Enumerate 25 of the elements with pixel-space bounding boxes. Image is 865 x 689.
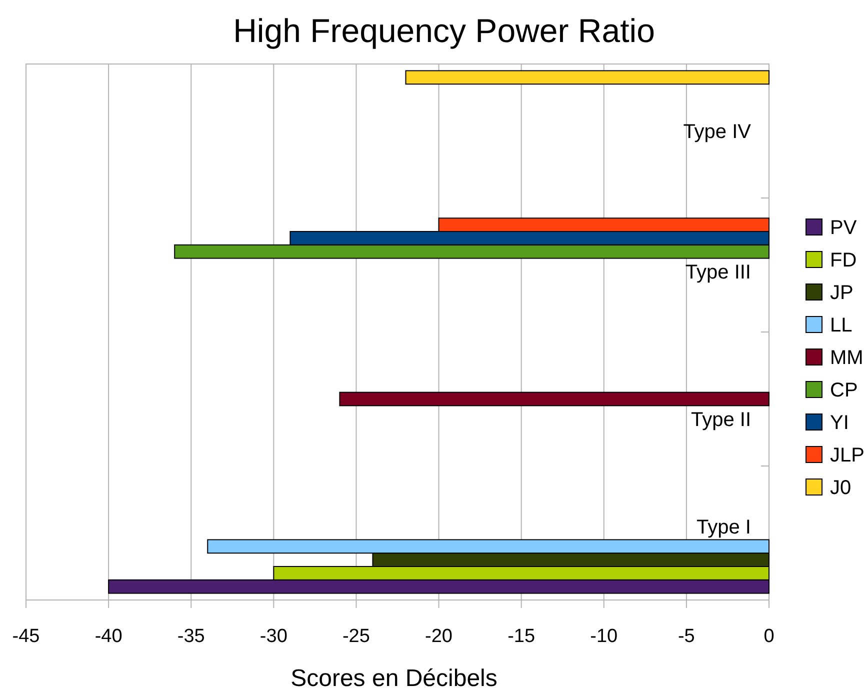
legend-label: CP	[830, 380, 858, 402]
x-tick-label: -35	[177, 626, 205, 647]
legend-label: FD	[830, 250, 857, 272]
x-tick-label: -15	[508, 626, 536, 647]
legend-label: MM	[830, 347, 864, 369]
legend-label: JLP	[830, 444, 864, 466]
legend-label: PV	[830, 217, 858, 239]
x-tick-label: -5	[678, 626, 695, 647]
legend-label: J0	[830, 477, 852, 499]
x-axis-title: Scores en Décibels	[290, 665, 498, 689]
y-tick-label: Type III	[685, 262, 751, 284]
x-tick-label: -40	[94, 626, 122, 647]
legend-label: JP	[830, 282, 854, 304]
x-tick-label: -30	[260, 626, 288, 647]
y-tick-label: Type II	[690, 409, 751, 432]
legend-label: YI	[830, 412, 849, 434]
x-tick-label: -25	[342, 626, 370, 647]
x-tick-label: -45	[12, 626, 40, 647]
x-tick-label: 0	[764, 626, 774, 647]
x-tick-label: -10	[590, 626, 618, 647]
x-tick-label: -20	[425, 626, 453, 647]
chart-title: High Frequency Power Ratio	[233, 12, 655, 49]
legend-label: LL	[830, 314, 852, 336]
y-tick-label: Type I	[696, 516, 751, 538]
y-tick-label: Type IV	[683, 121, 752, 143]
